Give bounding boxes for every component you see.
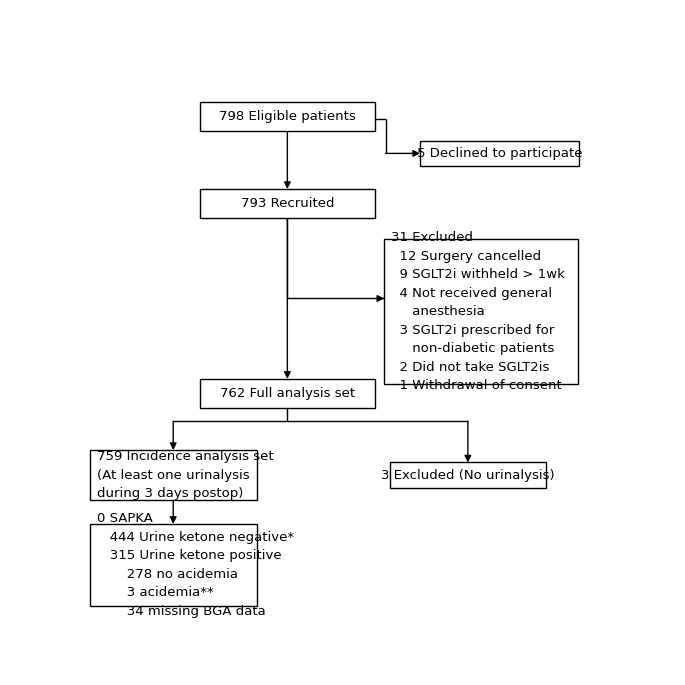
FancyBboxPatch shape <box>384 239 578 384</box>
Text: 5 Declined to participate: 5 Declined to participate <box>417 147 582 160</box>
Text: 793 Recruited: 793 Recruited <box>240 197 334 210</box>
FancyBboxPatch shape <box>390 462 546 488</box>
Text: 798 Eligible patients: 798 Eligible patients <box>219 110 356 123</box>
FancyBboxPatch shape <box>90 450 257 500</box>
Text: 31 Excluded
  12 Surgery cancelled
  9 SGLT2i withheld > 1wk
  4 Not received ge: 31 Excluded 12 Surgery cancelled 9 SGLT2… <box>391 231 565 392</box>
Text: 759 Incidence analysis set
(At least one urinalysis
during 3 days postop): 759 Incidence analysis set (At least one… <box>97 450 273 500</box>
FancyBboxPatch shape <box>200 379 375 408</box>
Text: 0 SAPKA
   444 Urine ketone negative*
   315 Urine ketone positive
       278 no: 0 SAPKA 444 Urine ketone negative* 315 U… <box>97 512 294 618</box>
FancyBboxPatch shape <box>90 524 257 606</box>
Text: 762 Full analysis set: 762 Full analysis set <box>220 387 355 400</box>
FancyBboxPatch shape <box>200 189 375 218</box>
FancyBboxPatch shape <box>420 140 580 166</box>
Text: 3 Excluded (No urinalysis): 3 Excluded (No urinalysis) <box>381 469 555 482</box>
FancyBboxPatch shape <box>200 102 375 131</box>
